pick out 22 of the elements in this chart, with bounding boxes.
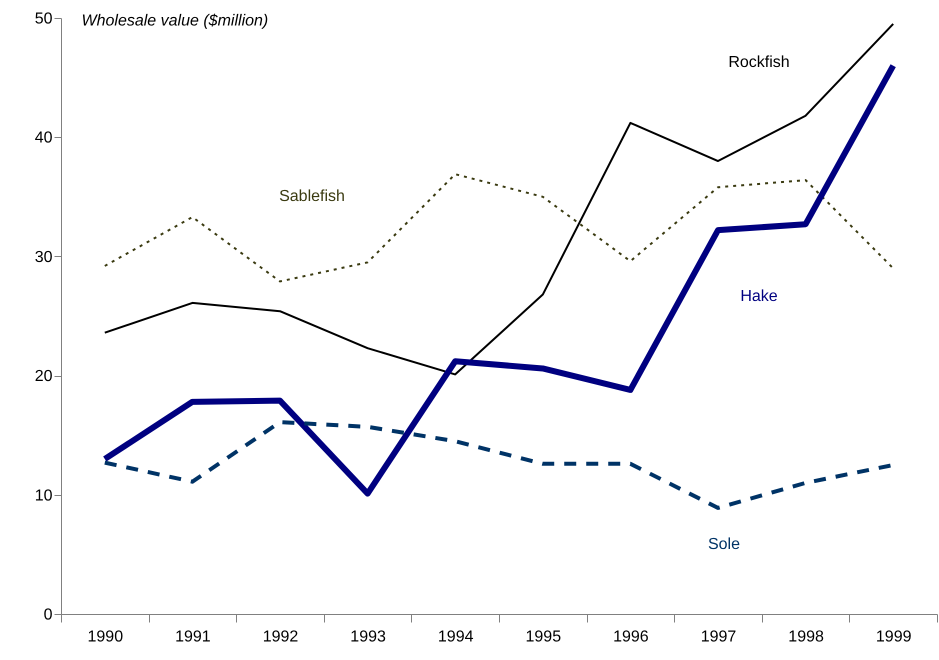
- series-label: Sole: [708, 536, 740, 553]
- y-tick-label: 50: [34, 10, 53, 28]
- line-series: [104, 173, 894, 282]
- text: Sablefish: [279, 188, 345, 205]
- y-tick-label: 10: [34, 487, 53, 504]
- y-axis-title: Wholesale value ($million): [82, 12, 268, 30]
- text: Rockfish: [728, 54, 790, 71]
- x-tick-label: 1994: [438, 628, 474, 646]
- x-tick-label: 1997: [700, 628, 736, 646]
- x-tick-label: 1990: [88, 628, 124, 646]
- x-tick-label: 1998: [788, 628, 824, 646]
- x-tick-label: 1992: [262, 628, 298, 646]
- x-tick-label: 1999: [876, 628, 912, 646]
- y-tick-label: 40: [34, 130, 53, 147]
- y-tick-label: 0: [44, 606, 53, 624]
- x-tick-label: 1991: [175, 628, 211, 646]
- x-tick-label: 1995: [526, 628, 562, 646]
- x-tick-label: 1993: [350, 628, 386, 646]
- y-tick-label: 30: [34, 248, 53, 266]
- x-tick-label: 1996: [613, 628, 649, 646]
- text: Hake: [740, 288, 778, 305]
- y-tick-label: 20: [34, 368, 53, 386]
